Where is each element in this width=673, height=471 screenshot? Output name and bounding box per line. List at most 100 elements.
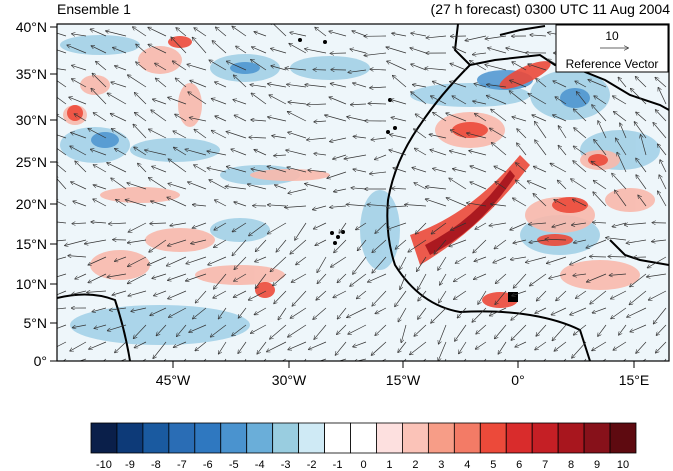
wind-vector-arrow (575, 81, 587, 88)
wind-vector-arrow (119, 358, 127, 361)
wind-vector-arrow (375, 324, 387, 335)
wind-vector-arrow (168, 183, 187, 190)
wind-vector-arrow (238, 307, 247, 318)
wind-vector-arrow (573, 109, 587, 122)
wind-vector-arrow (453, 169, 467, 173)
wind-vector-arrow (233, 100, 247, 105)
wind-vector-arrow (611, 290, 627, 299)
wind-vector-arrow (506, 48, 527, 54)
wind-vector-arrow (252, 47, 267, 54)
wind-vector-arrow (469, 151, 487, 156)
wind-vector-arrow (598, 324, 607, 336)
wind-vector-arrow (509, 91, 527, 105)
wind-vector-arrow (626, 239, 647, 243)
wind-vector-arrow (168, 97, 187, 105)
wind-vector-arrow (412, 168, 427, 173)
wind-vector-arrow (640, 135, 647, 156)
lat-label: 15°N (16, 236, 47, 252)
wind-vector-arrow (215, 82, 227, 88)
wind-vector-arrow (134, 147, 147, 156)
wind-vector-arrow (574, 324, 587, 335)
wind-vector-arrow (168, 239, 187, 246)
wind-vector-arrow (512, 117, 527, 122)
wind-vector-arrow (57, 32, 67, 37)
wind-vector-arrow (155, 63, 167, 71)
wind-vector-arrow (87, 291, 107, 292)
wind-vector-arrow (653, 123, 667, 139)
colorbar-swatch (90, 422, 118, 454)
wind-vector-arrow (652, 240, 667, 242)
wind-vector-arrow (85, 239, 107, 244)
wind-vector-arrow (334, 188, 347, 192)
wind-vector-arrow (115, 66, 127, 71)
wind-vector-arrow (115, 149, 127, 156)
wind-vector-arrow (511, 307, 527, 320)
wind-vector-arrow (153, 341, 167, 358)
colorbar-swatch (220, 422, 248, 454)
wind-vector-arrow (71, 132, 87, 139)
wind-vector-arrow (249, 290, 267, 300)
wind-vector-arrow (410, 48, 427, 54)
wind-vector-arrow (586, 239, 607, 248)
wind-vector-arrow (570, 256, 587, 265)
wind-vector-arrow (350, 273, 367, 286)
wind-vector-arrow (75, 273, 87, 279)
wind-vector-arrow (414, 129, 427, 139)
wind-vector-arrow (314, 121, 327, 122)
lat-label: 10°N (16, 276, 47, 292)
wind-vector-arrow (334, 239, 347, 252)
colorbar-swatch (246, 422, 274, 454)
wind-vector-arrow (75, 161, 87, 173)
wind-vector-arrow (535, 140, 547, 156)
wind-vector-arrow (572, 341, 587, 358)
wind-vector-arrow (209, 60, 227, 71)
wind-vector-arrow (451, 222, 467, 230)
wind-vector-arrow (254, 150, 267, 156)
wind-vector-arrow (656, 110, 667, 122)
wind-vector-arrow (151, 110, 167, 122)
wind-vector-arrow (337, 273, 347, 283)
wind-vector-arrow (278, 307, 287, 320)
wind-vector-arrow (292, 273, 307, 282)
wind-vector-arrow (426, 187, 447, 190)
wind-vector-arrow (417, 256, 427, 271)
wind-vector-arrow (57, 307, 67, 310)
wind-vector-arrow (535, 307, 547, 313)
wind-vector-arrow (513, 239, 527, 243)
wind-vector-arrow (91, 46, 107, 54)
wind-vector-arrow (251, 169, 267, 173)
wind-vector-arrow (219, 341, 227, 354)
wind-vector-arrow (292, 290, 307, 306)
wind-vector-arrow (314, 324, 327, 339)
wind-vector-arrow (513, 273, 527, 288)
wind-vector-arrow (467, 203, 487, 207)
wind-vector-arrow (148, 44, 167, 54)
wind-vector-arrow (475, 222, 487, 229)
wind-vector-arrow (211, 324, 227, 337)
wind-vector-arrow (168, 159, 187, 173)
wind-vector-arrow (534, 166, 547, 173)
wind-vector-arrow (517, 129, 527, 139)
wind-vector-arrow (495, 324, 507, 339)
wind-vector-arrow (234, 273, 247, 281)
wind-vector-arrow (598, 121, 607, 139)
wind-vector-arrow (574, 239, 587, 243)
colorbar-swatch (376, 422, 403, 454)
wind-vector-arrow (218, 307, 227, 319)
wind-vector-arrow (70, 146, 87, 156)
colorbar-swatch (453, 422, 481, 454)
wind-vector-arrow (128, 290, 147, 296)
wind-vector-arrow (93, 165, 107, 173)
wind-vector-arrow (487, 96, 507, 105)
wind-vector-arrow (620, 123, 627, 139)
wind-vector-arrow (136, 44, 147, 54)
wind-vector-arrow (267, 341, 287, 352)
wind-vector-arrow (636, 175, 647, 190)
lat-label: 0° (34, 353, 47, 369)
reference-vector-label: Reference Vector (566, 57, 659, 71)
wind-vector-arrow (513, 198, 527, 207)
wind-vector-arrow (216, 27, 227, 37)
wind-vector-arrow (609, 274, 627, 275)
wind-vector-arrow (91, 88, 107, 105)
wind-vector-arrow (393, 168, 407, 173)
